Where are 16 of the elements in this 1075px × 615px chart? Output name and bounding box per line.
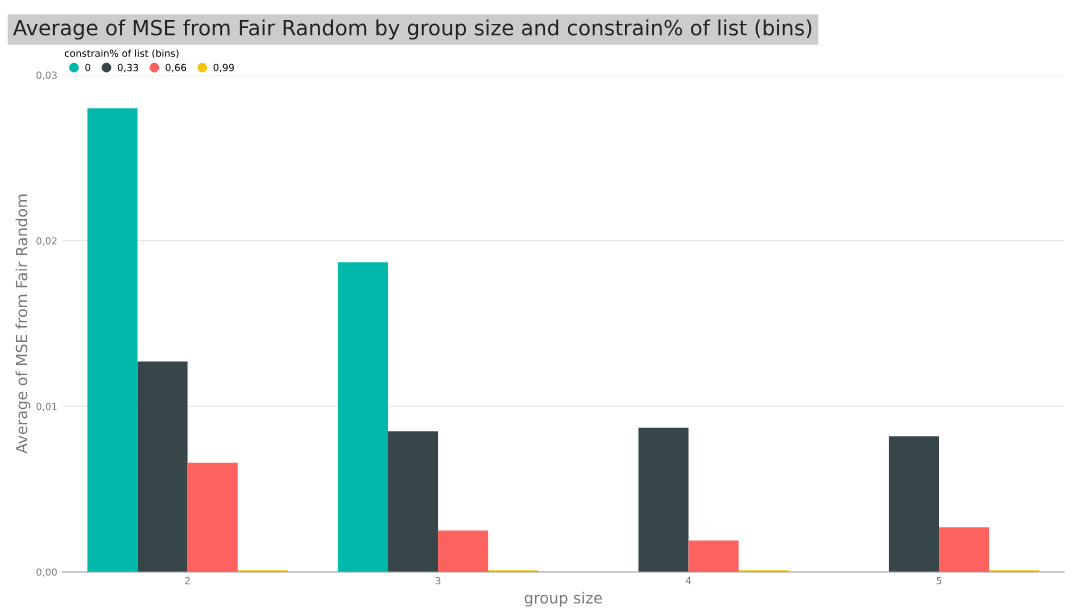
chart-title: Average of MSE from Fair Random by group size and constrain% of list (bins) — [13, 19, 812, 40]
y-tick-label: 0,03 — [36, 71, 57, 80]
y-tick-label: 0,00 — [36, 568, 57, 577]
legend-label: 0,33 — [117, 63, 139, 73]
x-tick-label: 3 — [435, 576, 441, 585]
legend-label: 0,99 — [213, 63, 234, 73]
x-axis-title: group size — [524, 591, 602, 607]
y-tick-label: 0,02 — [36, 237, 57, 246]
x-tick-label: 4 — [685, 577, 692, 585]
y-axis-title: Average of MSE from Fair Random — [15, 194, 31, 454]
legend-title: constrain% of list (bins) — [64, 49, 179, 59]
x-tick-label: 2 — [185, 576, 190, 585]
legend-label: 0,66 — [165, 63, 187, 73]
y-tick-label: 0,01 — [36, 402, 57, 412]
x-tick-label: 5 — [936, 577, 942, 585]
legend-label: 0 — [85, 63, 91, 72]
